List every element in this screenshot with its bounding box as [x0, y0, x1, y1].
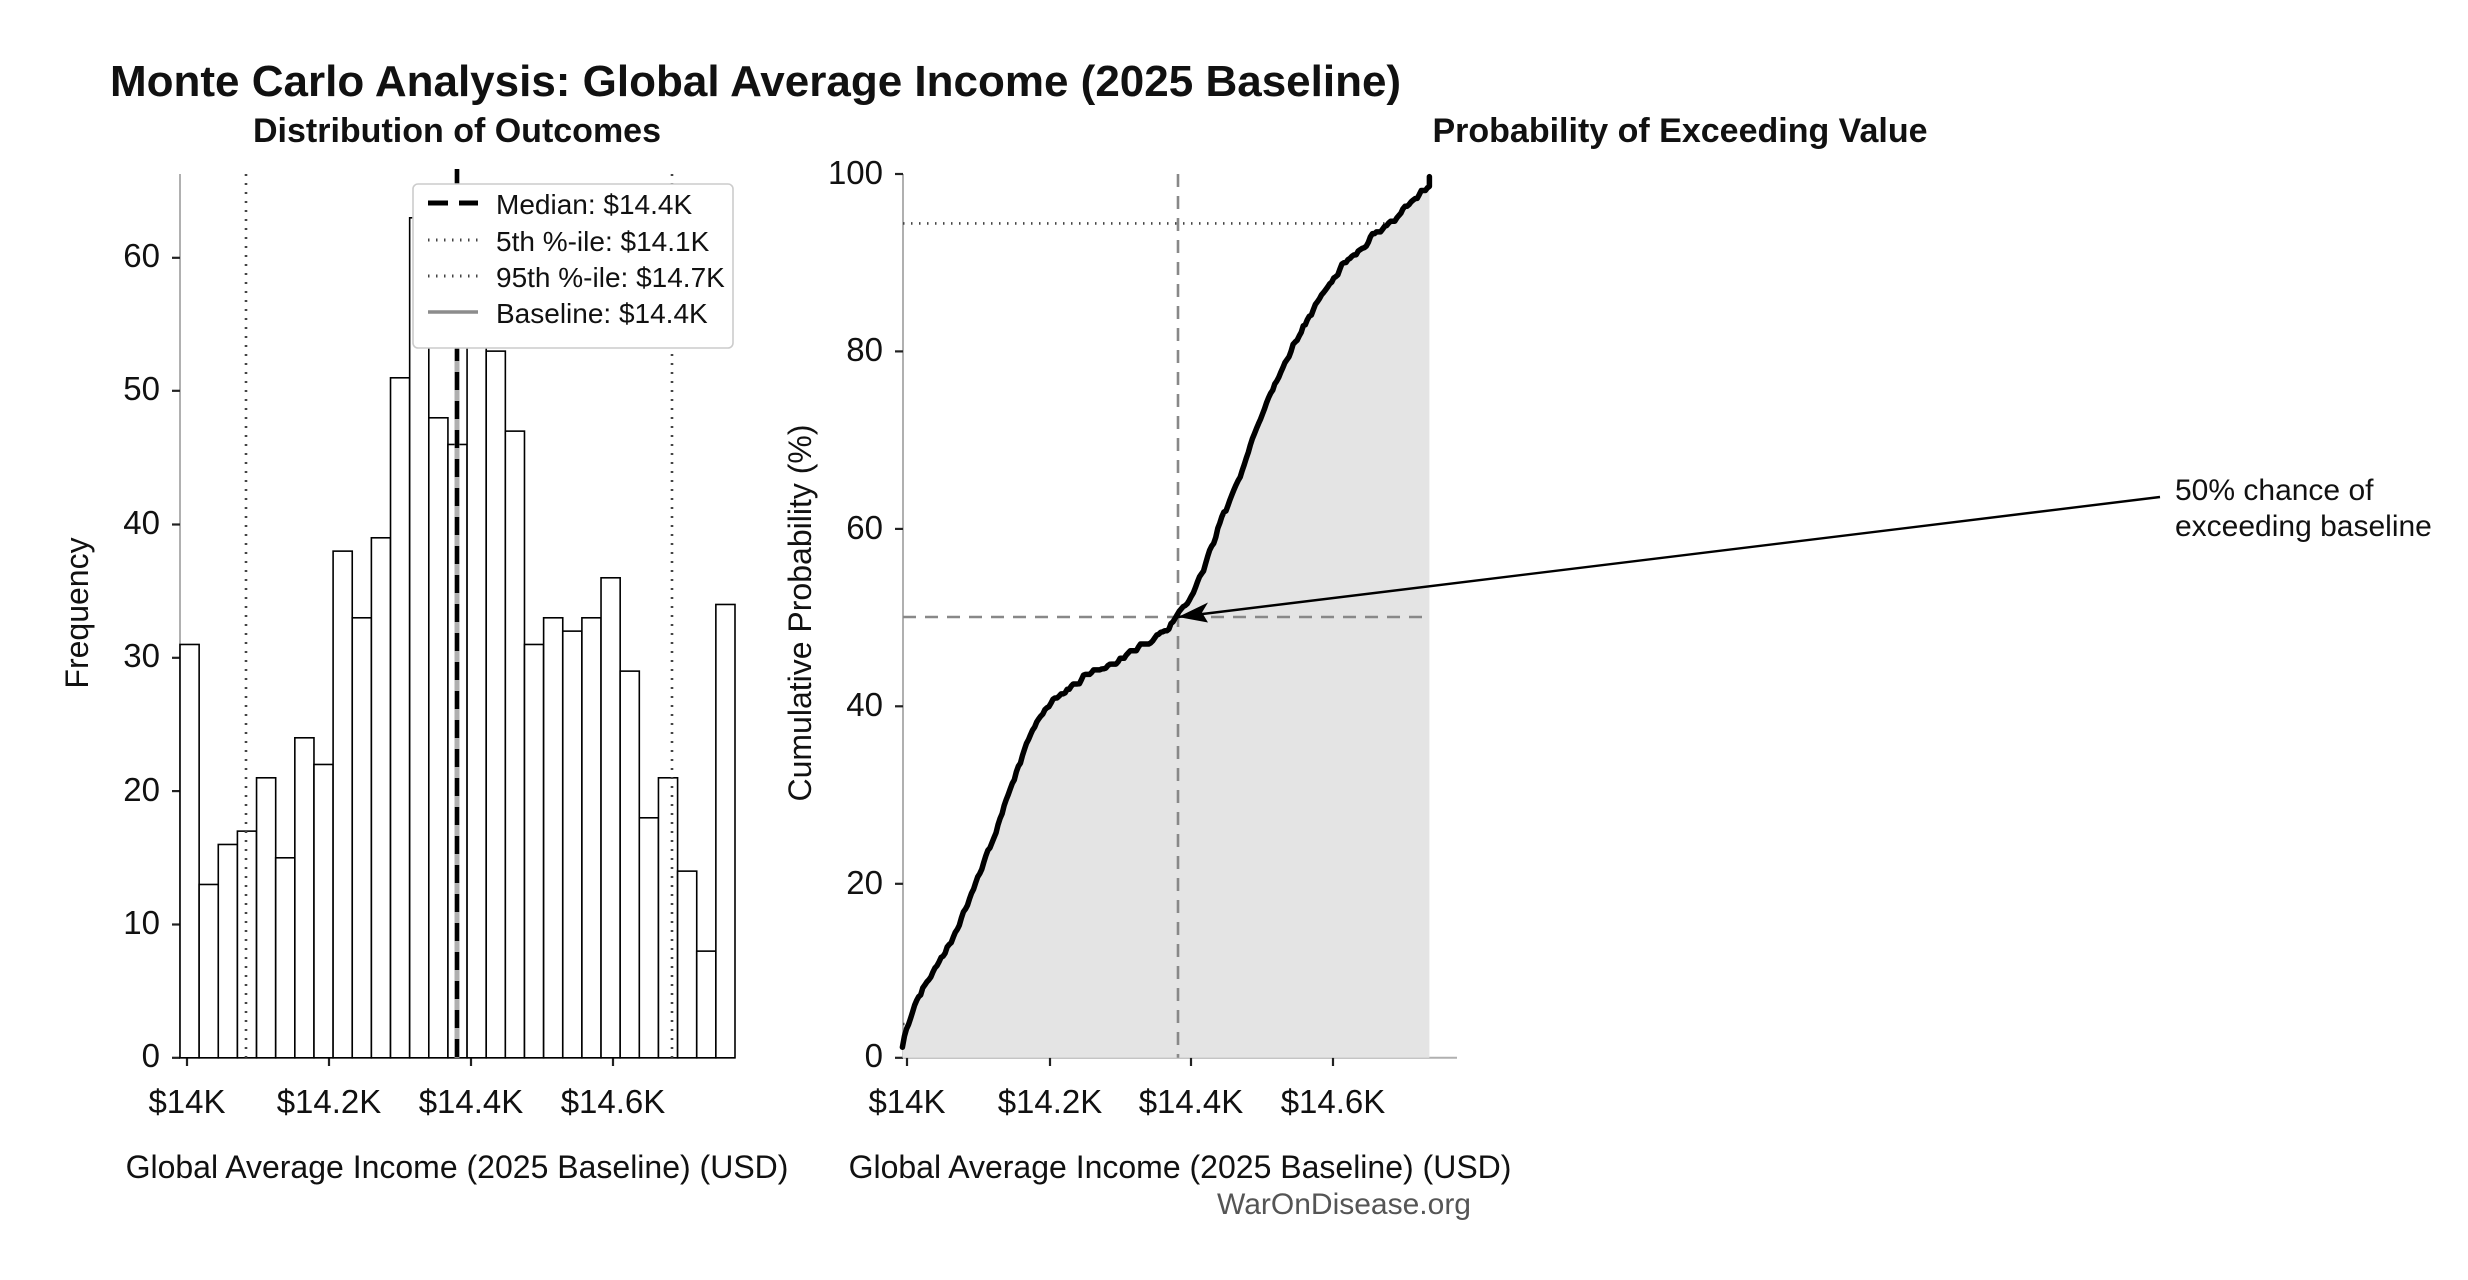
svg-text:50: 50	[123, 370, 160, 407]
svg-text:Cumulative Probability (%): Cumulative Probability (%)	[782, 424, 818, 801]
svg-text:WarOnDisease.org: WarOnDisease.org	[1217, 1188, 1471, 1221]
svg-text:0: 0	[865, 1037, 883, 1074]
svg-text:100: 100	[828, 154, 883, 191]
svg-text:40: 40	[846, 686, 883, 723]
svg-text:80: 80	[846, 331, 883, 368]
svg-text:20: 20	[846, 864, 883, 901]
svg-text:40: 40	[123, 504, 160, 541]
svg-text:$14.2K: $14.2K	[998, 1083, 1103, 1120]
svg-text:Probability of Exceeding Value: Probability of Exceeding Value	[1432, 112, 1927, 150]
svg-text:Global Average Income (2025 Ba: Global Average Income (2025 Baseline) (U…	[126, 1149, 789, 1185]
svg-text:10: 10	[123, 904, 160, 941]
svg-text:$14.4K: $14.4K	[1139, 1083, 1244, 1120]
svg-text:0: 0	[142, 1037, 160, 1074]
svg-text:$14.6K: $14.6K	[1281, 1083, 1386, 1120]
svg-text:Global Average Income (2025 Ba: Global Average Income (2025 Baseline) (U…	[849, 1149, 1512, 1185]
svg-text:Distribution of Outcomes: Distribution of Outcomes	[253, 112, 661, 150]
svg-text:50% chance of: 50% chance of	[2175, 474, 2374, 507]
svg-text:60: 60	[846, 509, 883, 546]
svg-text:$14K: $14K	[868, 1083, 945, 1120]
svg-text:95th %-ile: $14.7K: 95th %-ile: $14.7K	[496, 262, 725, 293]
svg-text:20: 20	[123, 771, 160, 808]
svg-text:exceeding baseline: exceeding baseline	[2175, 510, 2432, 543]
svg-text:Median: $14.4K: Median: $14.4K	[496, 189, 692, 220]
svg-text:30: 30	[123, 637, 160, 674]
svg-text:$14K: $14K	[148, 1083, 225, 1120]
svg-text:$14.6K: $14.6K	[561, 1083, 666, 1120]
svg-text:Monte Carlo Analysis: Global A: Monte Carlo Analysis: Global Average Inc…	[110, 57, 1401, 106]
svg-text:$14.2K: $14.2K	[277, 1083, 382, 1120]
svg-text:Frequency: Frequency	[59, 537, 95, 688]
svg-text:$14.4K: $14.4K	[419, 1083, 524, 1120]
svg-text:5th %-ile: $14.1K: 5th %-ile: $14.1K	[496, 226, 710, 257]
svg-text:60: 60	[123, 237, 160, 274]
svg-text:Baseline: $14.4K: Baseline: $14.4K	[496, 298, 708, 329]
